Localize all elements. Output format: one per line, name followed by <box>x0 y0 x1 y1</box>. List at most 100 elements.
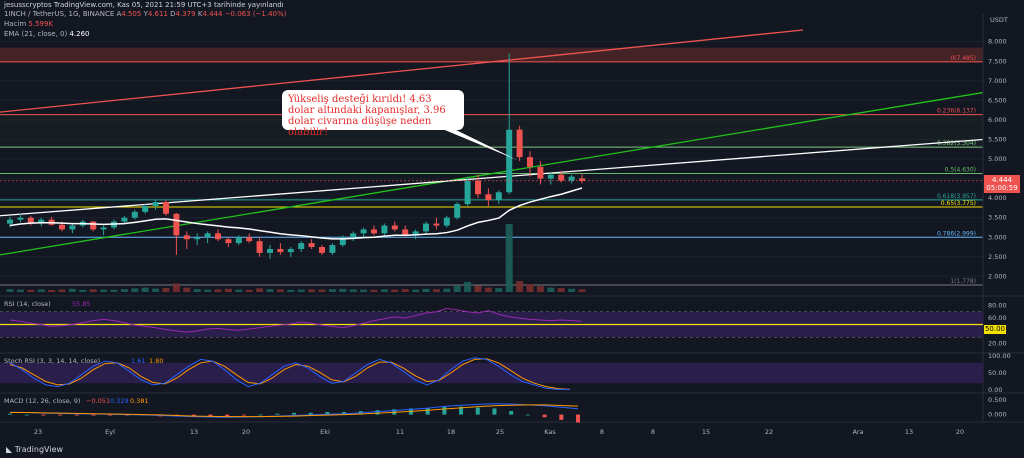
candle-body <box>267 248 273 253</box>
volume-bar <box>495 288 503 292</box>
volume-bar <box>349 289 357 292</box>
volume-bar <box>578 289 586 292</box>
candle-body <box>69 225 76 230</box>
candle-body <box>412 231 419 236</box>
rsi-level-badge: 50.00 <box>984 325 1006 334</box>
candle-body <box>298 243 305 249</box>
macd-hist-bar <box>258 414 263 416</box>
macd-hist-bar <box>91 414 96 416</box>
candle-body <box>7 219 13 224</box>
stoch-tick: 100.00 <box>988 352 1011 360</box>
candle-body <box>59 224 65 230</box>
candle-body <box>329 245 336 253</box>
resistance-trendline <box>0 29 804 113</box>
price-tick: 3.000 <box>988 233 1007 241</box>
macd-hist-bar <box>24 414 29 416</box>
candle-body <box>163 202 169 214</box>
ema-legend[interactable]: EMA (21, close, 0) 4.260 <box>4 30 90 39</box>
macd-hist-bar <box>475 407 480 415</box>
macd-hist-value: 0.381 <box>130 397 149 405</box>
time-tick: 20 <box>242 428 250 436</box>
candle-body <box>256 241 263 253</box>
high-label: Y <box>143 10 148 18</box>
volume-bar <box>245 289 253 292</box>
volume-bar <box>380 289 388 292</box>
volume-bar <box>193 289 201 292</box>
fib-label: 0.236(6.137) <box>937 108 976 115</box>
macd-hist-bar <box>308 412 313 415</box>
time-tick: 23 <box>34 428 42 436</box>
stoch-band <box>0 362 983 384</box>
time-tick: 25 <box>496 428 504 436</box>
macd-signal-line <box>10 404 579 418</box>
candle-body <box>183 235 190 240</box>
fib-label: 0.618(3.957) <box>937 193 976 200</box>
volume-bar <box>328 289 336 292</box>
volume-bar <box>141 287 149 292</box>
time-tick: 13 <box>905 428 913 436</box>
callout-pointer <box>440 128 517 160</box>
candle-body <box>475 180 481 195</box>
macd-hist-bar <box>241 414 246 416</box>
candle-body <box>402 229 409 236</box>
macd-hist-bar <box>74 414 79 416</box>
volume-bar <box>412 289 420 292</box>
macd-hist-bar <box>325 411 330 415</box>
symbol-line[interactable]: 1INCH / TetherUS, 1G, BINANCE A4.505 Y4.… <box>4 10 286 19</box>
candle-body <box>464 180 471 205</box>
symbol-name: 1INCH / TetherUS, 1G, BINANCE <box>4 10 115 18</box>
time-tick: 8 <box>651 428 655 436</box>
volume-bar <box>464 281 472 292</box>
volume-bar <box>339 288 347 292</box>
rsi-tick: 80.00 <box>988 301 1007 309</box>
rsi-line <box>9 308 583 333</box>
volume-bar <box>256 288 264 292</box>
candle-body <box>350 233 357 238</box>
candle-body <box>235 237 242 244</box>
volume-legend[interactable]: Hacim 5.599K <box>4 20 53 29</box>
stoch-k-value: 1.61 <box>131 357 145 365</box>
annotation-callout[interactable]: Yükseliş desteği kırıldı! 4.63 dolar alt… <box>282 90 464 138</box>
volume-bar <box>120 289 128 292</box>
volume-bar <box>224 288 232 292</box>
candle-body <box>579 178 585 181</box>
price-tick: 7.000 <box>988 77 1007 85</box>
candle-body <box>246 237 253 242</box>
candle-body <box>360 229 367 234</box>
low-value: 4.379 <box>175 10 196 18</box>
candle-body <box>558 174 565 181</box>
macd-hist-bar <box>58 414 63 416</box>
volume-bar <box>48 290 56 292</box>
candle-body <box>371 229 377 234</box>
fib-label: 1(1.778) <box>950 278 976 285</box>
candle-body <box>454 204 461 218</box>
high-value: 4.611 <box>147 10 168 18</box>
volume-bar <box>516 281 524 292</box>
candle-body <box>225 239 232 244</box>
rsi-tick: 60.00 <box>988 314 1007 322</box>
macd-hist-bar <box>576 414 580 423</box>
candle-body <box>381 225 388 234</box>
time-tick: Ara <box>852 428 863 436</box>
time-tick: 20 <box>956 428 964 436</box>
volume-bar <box>204 289 212 292</box>
volume-bar <box>100 289 108 292</box>
volume-bar <box>536 286 544 292</box>
fib-label: 0.786(2.999) <box>937 230 976 237</box>
macd-hist-bar <box>225 414 230 417</box>
candle-body <box>215 233 221 240</box>
axis-currency: USDT <box>990 16 1008 24</box>
candle-body <box>121 217 128 222</box>
volume-bar <box>287 289 295 292</box>
rsi-label: RSI (14, close) <box>4 300 51 308</box>
macd-hist-bar <box>191 414 196 417</box>
candle-body <box>319 247 325 253</box>
volume-bar <box>214 289 222 292</box>
candle-body <box>204 233 211 238</box>
volume-bar <box>370 289 378 292</box>
volume-bar <box>557 288 565 292</box>
volume-bar <box>27 289 35 292</box>
macd-hist-bar <box>459 406 464 415</box>
